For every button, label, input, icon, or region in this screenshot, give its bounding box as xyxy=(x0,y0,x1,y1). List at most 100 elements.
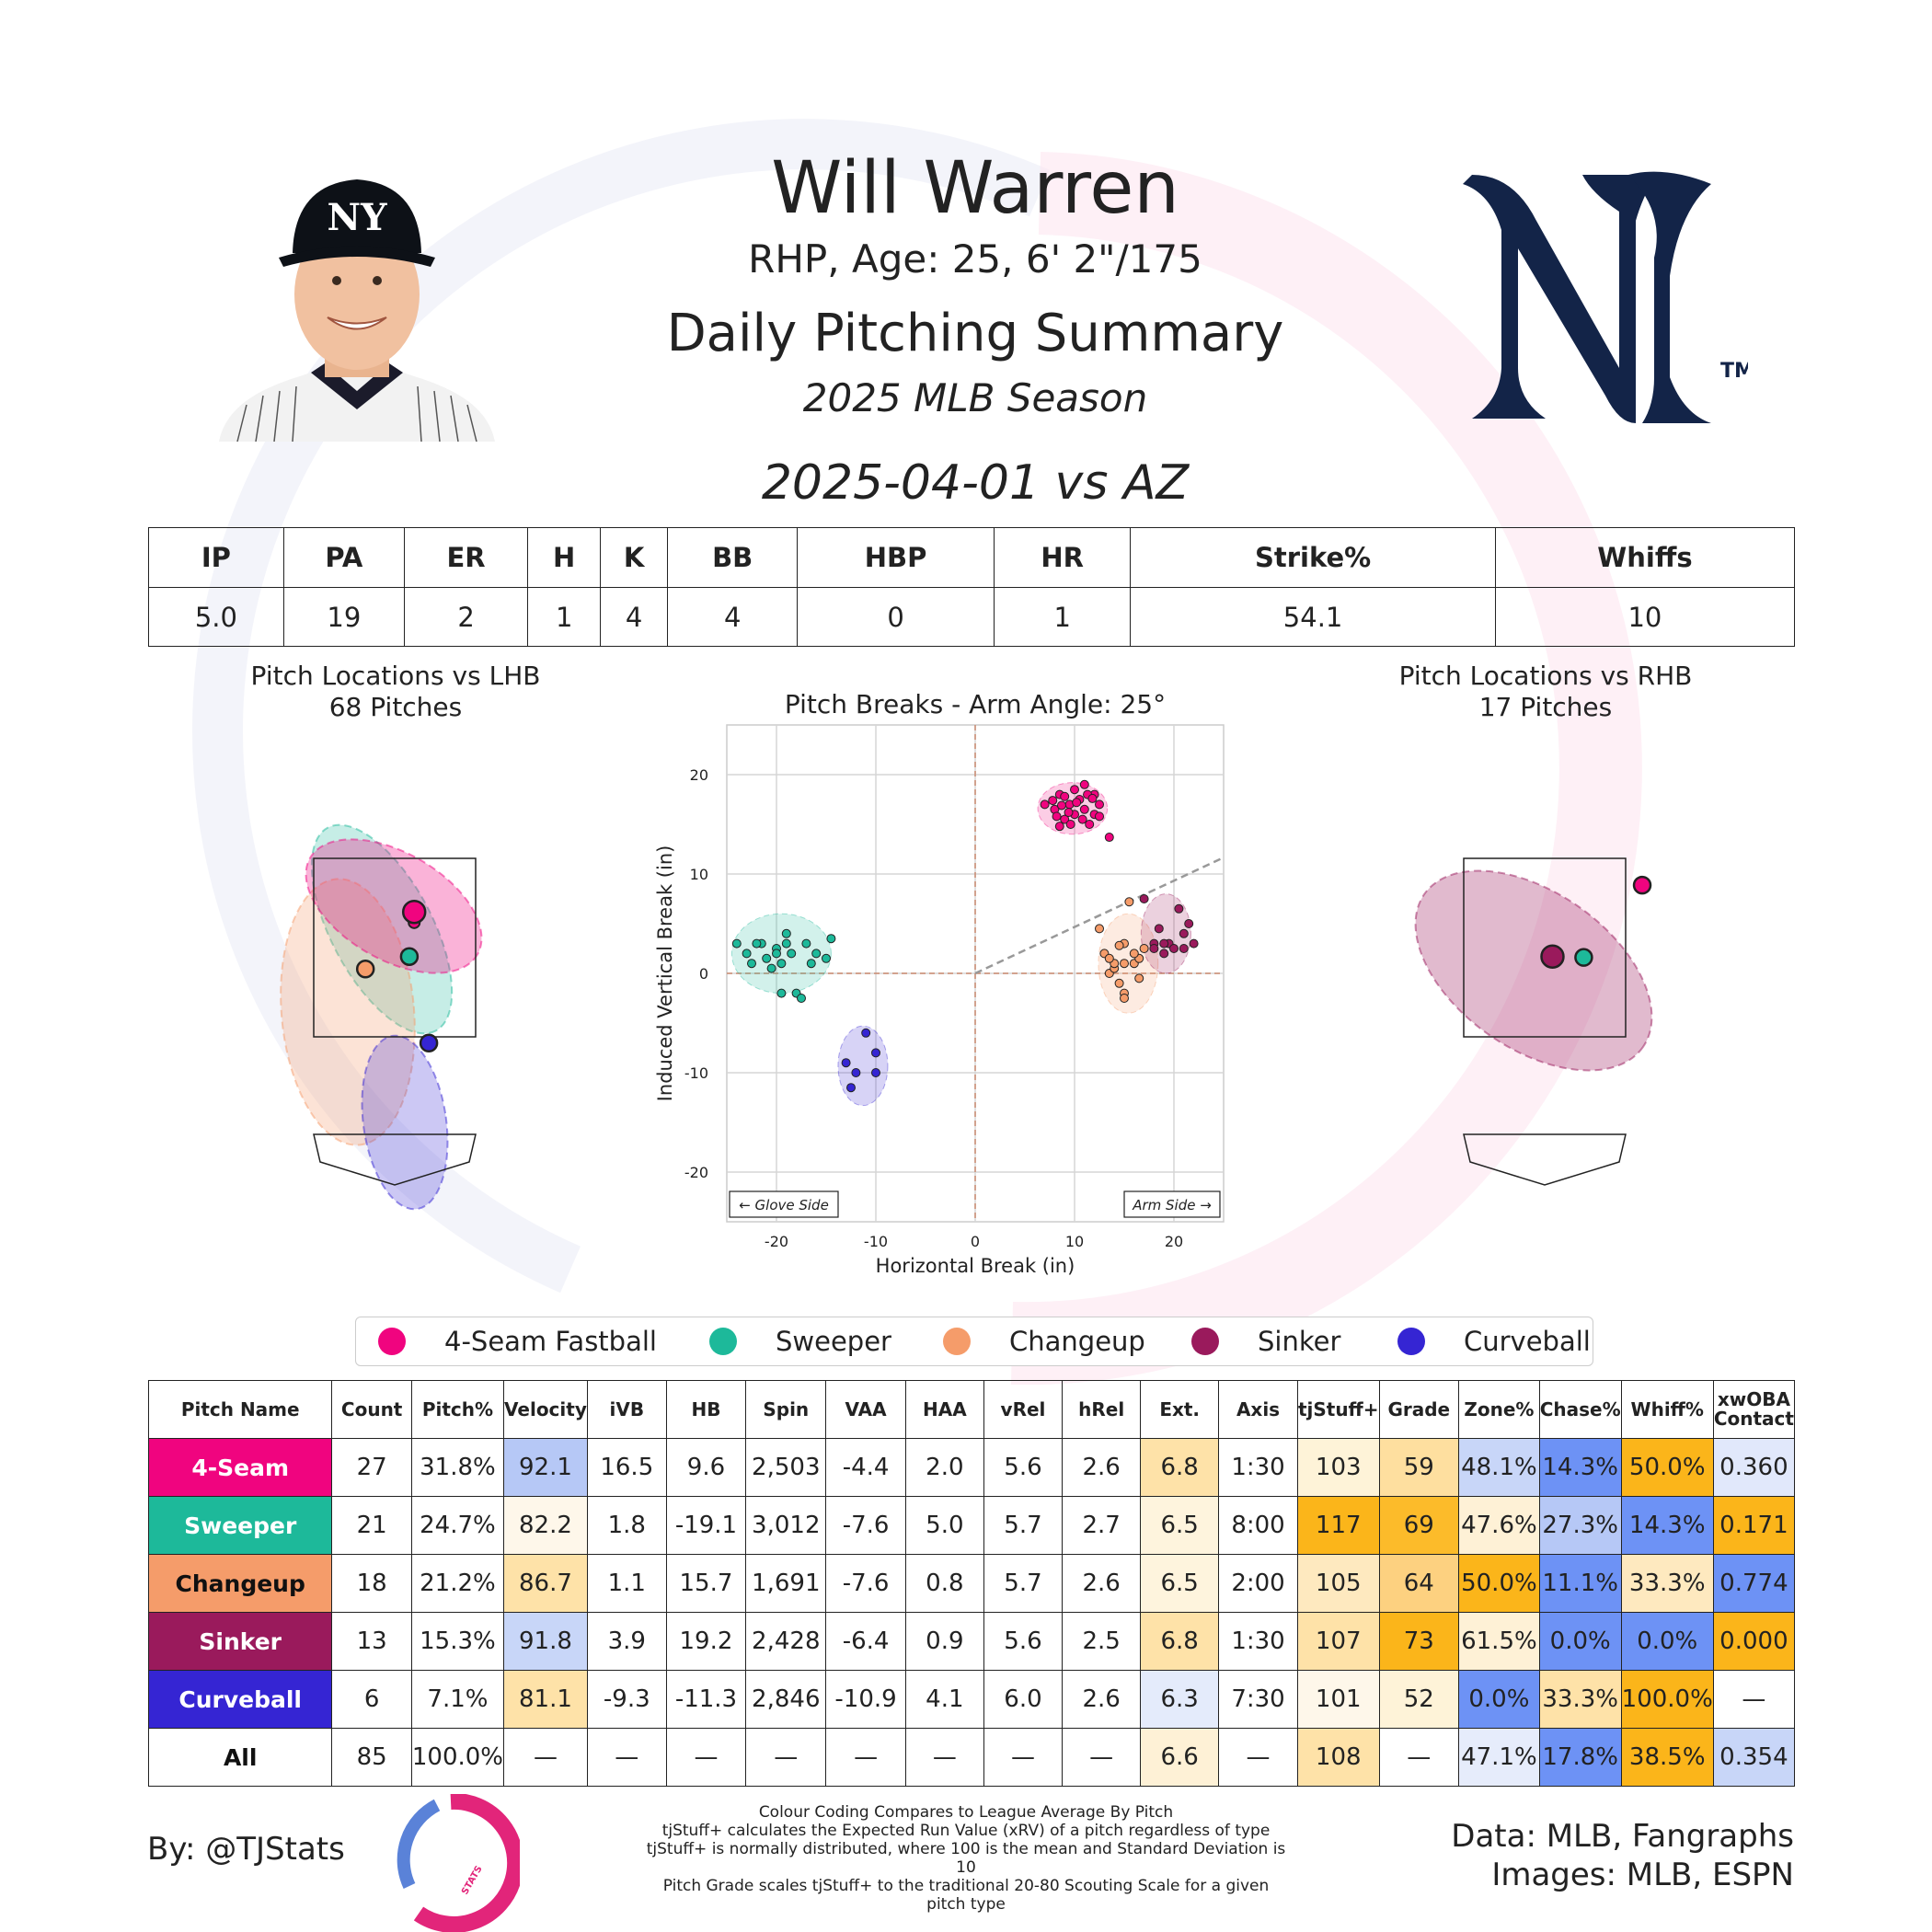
svg-text:TM: TM xyxy=(1720,360,1748,383)
table-cell: 47.1% xyxy=(1458,1728,1540,1787)
x-axis-label: Horizontal Break (in) xyxy=(876,1255,1075,1277)
break-point xyxy=(1054,822,1064,832)
break-point xyxy=(1072,798,1082,808)
break-chart-title: Pitch Breaks - Arm Angle: 25° xyxy=(785,689,1166,719)
images-source: Images: MLB, ESPN xyxy=(1491,1857,1794,1893)
table-cell: 50.0% xyxy=(1458,1554,1540,1613)
sources: Data: MLB, Fangraphs Images: MLB, ESPN xyxy=(1451,1817,1794,1894)
table-cell: 2.7 xyxy=(1062,1496,1142,1555)
summary-header-row: IP PA ER H K BB HBP HR Strike% Whiffs xyxy=(148,527,1796,588)
break-point xyxy=(1139,894,1149,903)
table-cell: 5.6 xyxy=(983,1612,1064,1671)
pitch-name-cell: Curveball xyxy=(147,1670,333,1729)
pitch-name-cell: 4-Seam xyxy=(147,1438,333,1497)
break-point xyxy=(762,953,772,963)
pitch-table-header: xwOBA Contact xyxy=(1712,1380,1796,1439)
break-ellipse xyxy=(730,913,832,995)
pitch-table-header: Chase% xyxy=(1538,1380,1622,1439)
break-point xyxy=(772,949,781,959)
home-plate xyxy=(1463,1133,1627,1186)
table-cell: 15.7 xyxy=(665,1554,747,1613)
table-cell: -9.3 xyxy=(586,1670,667,1729)
table-cell: 100.0% xyxy=(410,1728,505,1787)
summary-header: ER xyxy=(403,527,529,588)
legend-label: Curveball xyxy=(1464,1326,1591,1357)
legend-marker xyxy=(378,1328,406,1355)
table-cell: 59 xyxy=(1378,1438,1460,1497)
break-point xyxy=(1064,808,1074,818)
break-point xyxy=(787,949,797,959)
break-point xyxy=(1174,903,1184,914)
summary-header: HBP xyxy=(797,527,995,588)
table-cell: — xyxy=(586,1728,667,1787)
break-point xyxy=(1124,897,1134,907)
table-cell: 85 xyxy=(331,1728,412,1787)
lhb-count: 68 Pitches xyxy=(328,692,463,722)
lhb-location-plot xyxy=(280,823,483,1211)
table-cell: — xyxy=(1218,1728,1298,1787)
table-cell: 6.5 xyxy=(1140,1554,1220,1613)
pitch-table-header: tjStuff+ xyxy=(1296,1380,1380,1439)
y-tick-label: 10 xyxy=(690,866,708,883)
table-cell: 0.9 xyxy=(904,1612,984,1671)
table-cell: 0.0% xyxy=(1538,1612,1622,1671)
break-point xyxy=(776,988,787,998)
table-cell: 108 xyxy=(1296,1728,1380,1787)
table-cell: 19.2 xyxy=(665,1612,747,1671)
player-bio: RHP, Age: 25, 6' 2"/175 xyxy=(748,236,1202,282)
legend-label: 4-Seam Fastball xyxy=(444,1326,657,1357)
table-cell: 1.1 xyxy=(586,1554,667,1613)
break-point xyxy=(1154,924,1164,934)
location-average xyxy=(401,899,427,925)
table-cell: 15.3% xyxy=(410,1612,505,1671)
summary-header: Whiffs xyxy=(1494,527,1796,588)
table-cell: 6.0 xyxy=(983,1670,1064,1729)
svg-text:← Glove Side: ← Glove Side xyxy=(739,1197,829,1213)
break-point xyxy=(1087,793,1098,803)
pitch-table-header-row: Pitch Name Count Pitch% Velocity iVB HB Spin VA… xyxy=(147,1380,1796,1439)
table-cell: 6.6 xyxy=(1140,1728,1220,1787)
table-row: Sinker 13 15.3% 91.8 3.9 19.2 2,428 -6.4 0.9 5.6 2… xyxy=(147,1612,1796,1671)
svg-text:Arm Side →: Arm Side → xyxy=(1132,1197,1212,1213)
table-cell: 52 xyxy=(1378,1670,1460,1729)
table-cell: 101 xyxy=(1296,1670,1380,1729)
break-point xyxy=(841,1058,851,1068)
break-point xyxy=(1134,973,1144,983)
footnote-line: tjStuff+ is normally distributed, where … xyxy=(646,1840,1286,1877)
table-cell: 0.0% xyxy=(1458,1670,1540,1729)
pitch-table-header: Velocity xyxy=(503,1380,588,1439)
table-cell: 50.0% xyxy=(1620,1438,1714,1497)
break-point xyxy=(1139,944,1149,953)
break-point xyxy=(1189,938,1199,949)
break-point xyxy=(1184,919,1194,928)
pitch-table-header: Pitch% xyxy=(410,1380,505,1439)
summary-header: HR xyxy=(994,527,1132,588)
table-cell: 2.0 xyxy=(904,1438,984,1497)
table-cell: 117 xyxy=(1296,1496,1380,1555)
table-cell: — xyxy=(665,1728,747,1787)
break-point xyxy=(781,938,791,949)
table-cell: 21.2% xyxy=(410,1554,505,1613)
game-summary-table: IP PA ER H K BB HBP HR Strike% Whiffs 5.… xyxy=(148,527,1796,647)
legend-item: Curveball xyxy=(1397,1317,1591,1365)
table-cell: 0.774 xyxy=(1712,1554,1796,1613)
x-tick-label: -20 xyxy=(765,1233,788,1250)
table-cell: -19.1 xyxy=(665,1496,747,1555)
rhb-location-plot xyxy=(1414,857,1653,1186)
table-cell: 47.6% xyxy=(1458,1496,1540,1555)
table-cell: 2:00 xyxy=(1218,1554,1298,1613)
legend-marker xyxy=(1397,1328,1425,1355)
table-cell: 31.8% xyxy=(410,1438,505,1497)
pitch-name-cell: All xyxy=(147,1728,333,1787)
table-cell: 0.8 xyxy=(904,1554,984,1613)
break-point xyxy=(1149,944,1159,953)
team-logo: TM xyxy=(1463,171,1748,423)
pitch-name-cell: Changeup xyxy=(147,1554,333,1613)
summary-value: 0 xyxy=(797,587,995,647)
table-cell: 27 xyxy=(331,1438,412,1497)
pitch-legend: 4-Seam Fastball Sweeper Changeup Sinker … xyxy=(355,1317,1593,1366)
table-cell: 0.354 xyxy=(1712,1728,1796,1787)
table-cell: 6.8 xyxy=(1140,1612,1220,1671)
pitch-name-cell: Sweeper xyxy=(147,1496,333,1555)
x-tick-label: 10 xyxy=(1065,1233,1084,1250)
